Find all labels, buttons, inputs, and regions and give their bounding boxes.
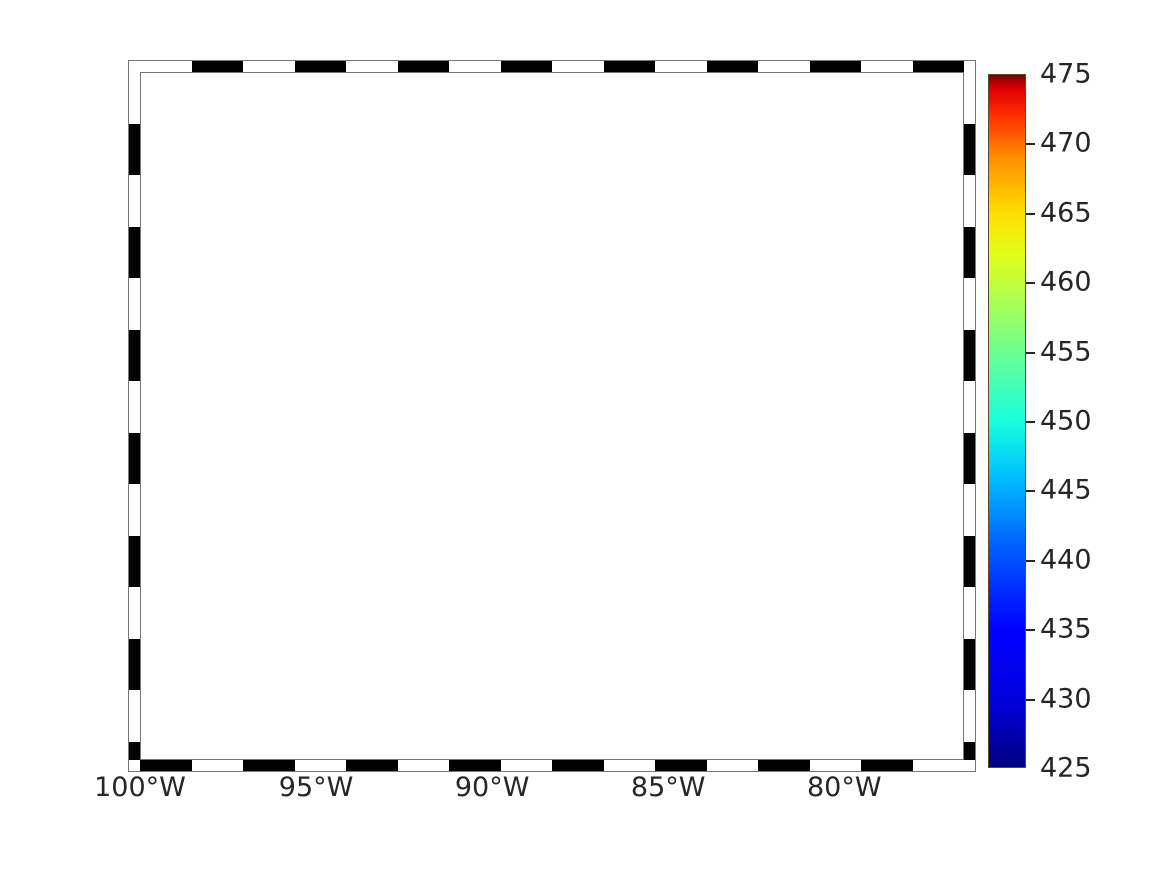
colorbar-tick-label: 450 bbox=[1040, 405, 1092, 437]
colorbar: 475 470 465 460 455 450 445 440 435 430 425 bbox=[988, 59, 1092, 784]
x-tick-label: 80°W bbox=[806, 772, 882, 803]
colorbar-tick-mark bbox=[1026, 421, 1035, 423]
colorbar-tick-label: 455 bbox=[1040, 336, 1092, 368]
colorbar-tick-label: 445 bbox=[1040, 474, 1092, 506]
colorbar-tick-label: 425 bbox=[1040, 752, 1092, 784]
frame-edge-right bbox=[963, 60, 976, 772]
x-tick-label: 100°W bbox=[94, 772, 186, 803]
frame-checker-top bbox=[140, 61, 964, 72]
colorbar-gradient bbox=[988, 74, 1026, 768]
map-frame bbox=[140, 72, 964, 760]
colorbar-tick-label: 430 bbox=[1040, 683, 1092, 715]
colorbar-tick-mark bbox=[1026, 143, 1035, 146]
frame-checker-bottom bbox=[140, 760, 964, 771]
x-tick-label: 95°W bbox=[278, 772, 354, 803]
colorbar-tick-label: 460 bbox=[1040, 266, 1092, 298]
frame-edge-left bbox=[128, 60, 141, 772]
colorbar-tick-label: 435 bbox=[1040, 613, 1092, 645]
x-tick-label: 90°W bbox=[454, 772, 530, 803]
colorbar-tick-mark bbox=[1026, 559, 1035, 562]
colorbar-tick-label: 440 bbox=[1040, 544, 1092, 576]
frame-checker-left bbox=[129, 72, 140, 760]
colorbar-tick-label: 470 bbox=[1040, 127, 1092, 159]
colorbar-tick-mark bbox=[1026, 490, 1035, 493]
colorbar-tick-mark bbox=[1026, 212, 1035, 215]
x-tick-label: 85°W bbox=[630, 772, 706, 803]
frame-checker-right bbox=[964, 72, 975, 760]
colorbar-tick-label: 475 bbox=[1040, 58, 1092, 90]
colorbar-tick-mark bbox=[1026, 629, 1035, 632]
colorbar-tick-mark bbox=[1026, 282, 1035, 285]
colorbar-tick-label: 465 bbox=[1040, 197, 1092, 229]
colorbar-tick-mark bbox=[1026, 698, 1035, 701]
map-figure: 100°W95°W90°W85°W80°W 32°N28°N24°N20°N16… bbox=[94, 60, 976, 803]
colorbar-tick-mark bbox=[1026, 351, 1035, 354]
